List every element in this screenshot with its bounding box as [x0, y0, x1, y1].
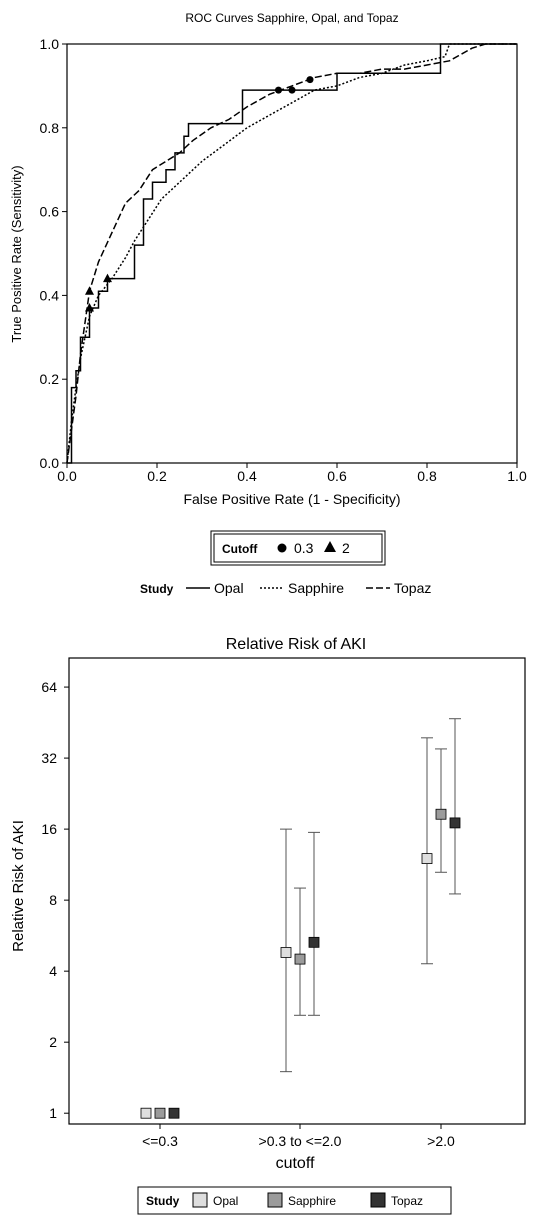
roc-y-tick-label: 0.6	[40, 204, 60, 220]
rr-y-tick-label: 32	[41, 750, 57, 766]
roc-y-tick-label: 0.8	[40, 120, 60, 136]
cutoff-marker-triangle	[103, 273, 112, 283]
rr-point-topaz	[168, 1107, 180, 1119]
roc-y-axis-label: True Positive Rate (Sensitivity)	[9, 165, 24, 342]
rr-y-tick-label: 8	[49, 892, 57, 908]
roc-study-legend-title: Study	[140, 582, 174, 596]
roc-x-tick-label: 0.0	[57, 468, 77, 484]
cutoff-legend-entry-2: 2	[342, 540, 350, 556]
cutoff-marker-triangle	[85, 302, 94, 312]
rr-point-sapphire	[154, 1107, 166, 1119]
cutoff-marker-circle	[275, 86, 282, 94]
cutoff-marker-circle	[306, 76, 314, 84]
rr-study-legend: Study Opal Sapphire Topaz	[137, 1186, 452, 1215]
cutoff-legend-title: Cutoff	[222, 542, 258, 556]
rr-x-axis: <=0.3 >0.3 to <=2.0 >2.0	[142, 1124, 455, 1149]
roc-line-topaz	[66, 43, 517, 464]
rr-plot-frame	[68, 657, 526, 1125]
roc-title: ROC Curves Sapphire, Opal, and Topaz	[185, 11, 398, 25]
rr-x-tick-label: >0.3 to <=2.0	[259, 1133, 342, 1149]
roc-y-tick-label: 0.0	[40, 455, 60, 471]
rr-point-sapphire	[435, 808, 447, 820]
legend-swatch-sapphire	[267, 1192, 283, 1208]
roc-chart: ROC Curves Sapphire, Opal, and Topaz 0.0…	[9, 11, 527, 596]
rr-x-axis-label: cutoff	[276, 1155, 315, 1172]
legend-swatch-opal	[192, 1192, 208, 1208]
roc-x-tick-label: 0.8	[417, 468, 437, 484]
rr-x-tick-label: >2.0	[427, 1133, 455, 1149]
rr-y-tick-label: 64	[41, 679, 57, 695]
roc-line-opal	[67, 43, 517, 464]
legend-circle-marker	[277, 543, 287, 553]
roc-y-tick-label: 0.4	[40, 287, 60, 303]
roc-y-tick-label: 1.0	[40, 36, 60, 52]
rr-study-legend-title: Study	[146, 1194, 180, 1208]
cutoff-legend-entry-0.3: 0.3	[294, 540, 314, 556]
rr-point-opal	[140, 1107, 152, 1119]
roc-x-tick-label: 1.0	[507, 468, 527, 484]
rr-legend-frame	[137, 1186, 452, 1215]
roc-line-sapphire	[66, 43, 517, 464]
rr-legend-opal: Opal	[213, 1194, 238, 1208]
roc-study-legend: Study Opal Sapphire Topaz	[140, 580, 431, 596]
cutoff-marker-triangle	[85, 286, 94, 295]
cutoff-legend-frame	[210, 530, 386, 566]
rr-point-opal	[421, 853, 433, 864]
roc-x-axis: 0.0 0.2 0.4 0.6 0.8 1.0	[57, 463, 527, 484]
rr-legend-topaz: Topaz	[391, 1194, 423, 1208]
rr-y-tick-label: 4	[49, 963, 57, 979]
rr-point-sapphire	[294, 953, 306, 965]
rr-title: Relative Risk of AKI	[226, 636, 367, 653]
roc-legend-sapphire: Sapphire	[288, 580, 344, 596]
rr-point-opal	[280, 947, 292, 958]
legend-triangle-marker	[324, 541, 336, 552]
rr-y-tick-label: 2	[49, 1034, 57, 1050]
roc-legend-topaz: Topaz	[394, 580, 431, 596]
cutoff-marker-circle	[288, 86, 296, 94]
rr-y-tick-label: 1	[49, 1105, 57, 1121]
rr-plot-area	[140, 718, 461, 1119]
roc-x-tick-label: 0.6	[327, 468, 347, 484]
rr-y-axis: 1 2 4 8 16 32 64	[41, 679, 69, 1121]
roc-y-tick-label: 0.2	[40, 371, 60, 387]
cutoff-legend-inner-frame	[213, 533, 383, 563]
rr-point-topaz	[449, 817, 461, 829]
rr-y-axis-label: Relative Risk of AKI	[10, 820, 27, 952]
roc-plot-frame	[66, 43, 518, 464]
roc-cutoff-legend: Cutoff 0.3 2	[210, 530, 386, 566]
rr-chart: Relative Risk of AKI 1 2 4 8 16 32 64 <=0.3 >0.…	[10, 636, 526, 1215]
roc-x-axis-label: False Positive Rate (1 - Specificity)	[183, 491, 400, 507]
roc-x-tick-label: 0.4	[237, 468, 257, 484]
roc-x-tick-label: 0.2	[147, 468, 167, 484]
roc-y-axis: 0.0 0.2 0.4 0.6 0.8 1.0	[40, 36, 67, 471]
legend-swatch-topaz	[370, 1192, 386, 1208]
rr-point-topaz	[308, 936, 320, 948]
rr-y-tick-label: 16	[41, 821, 57, 837]
roc-plot-area	[66, 43, 517, 464]
rr-legend-sapphire: Sapphire	[288, 1194, 336, 1208]
rr-x-tick-label: <=0.3	[142, 1133, 178, 1149]
roc-legend-opal: Opal	[214, 580, 244, 596]
